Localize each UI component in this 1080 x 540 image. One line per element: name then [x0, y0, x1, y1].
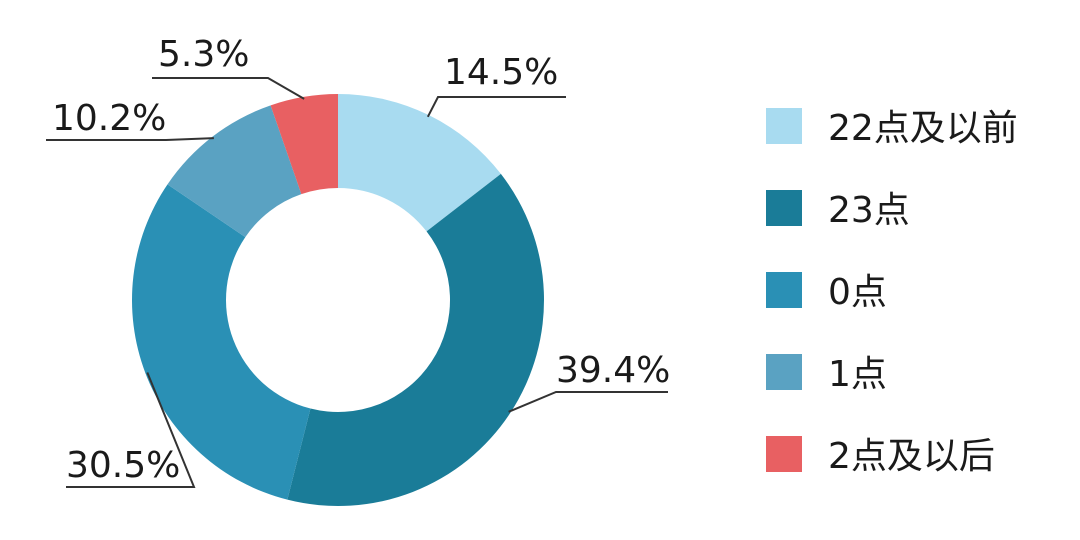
- leader-line-1: [426, 96, 566, 118]
- percentage-labels: 14.5% 39.4% 30.5% 10.2% 5.3%: [52, 34, 670, 486]
- slice-value-label-5: 5.3%: [158, 34, 249, 75]
- slice-value-label-4: 10.2%: [52, 98, 166, 139]
- legend-label: 1点: [828, 354, 887, 395]
- legend-swatch: [766, 354, 802, 390]
- leader-lines: [46, 77, 668, 488]
- leader-line-3: [66, 372, 196, 488]
- slice-value-label-3: 30.5%: [66, 445, 180, 486]
- donut-slice-1: [338, 94, 501, 232]
- legend-swatch: [766, 272, 802, 308]
- slice-value-label-2: 39.4%: [556, 350, 670, 391]
- legend-label: 0点: [828, 272, 887, 313]
- legend-label: 2点及以后: [828, 436, 995, 477]
- donut-slice-4: [167, 105, 302, 238]
- legend-item-3: 0点: [766, 272, 887, 313]
- legend-swatch: [766, 190, 802, 226]
- donut-slices: [131, 94, 544, 506]
- donut-slice-2: [287, 173, 544, 506]
- leader-line-5: [152, 77, 305, 100]
- leader-line-2: [508, 391, 668, 413]
- donut-slice-3: [131, 184, 311, 500]
- legend-label: 22点及以前: [828, 108, 1018, 149]
- legend-item-4: 1点: [766, 354, 887, 395]
- slice-value-label-1: 14.5%: [444, 52, 558, 93]
- legend-swatch: [766, 108, 802, 144]
- legend-label: 23点: [828, 190, 910, 231]
- legend-item-5: 2点及以后: [766, 436, 995, 477]
- legend: 22点及以前 23点 0点 1点 2点及以后: [766, 108, 1018, 477]
- donut-slice-5: [270, 94, 338, 195]
- leader-line-4: [46, 137, 214, 141]
- legend-item-1: 22点及以前: [766, 108, 1018, 149]
- legend-swatch: [766, 436, 802, 472]
- legend-item-2: 23点: [766, 190, 910, 231]
